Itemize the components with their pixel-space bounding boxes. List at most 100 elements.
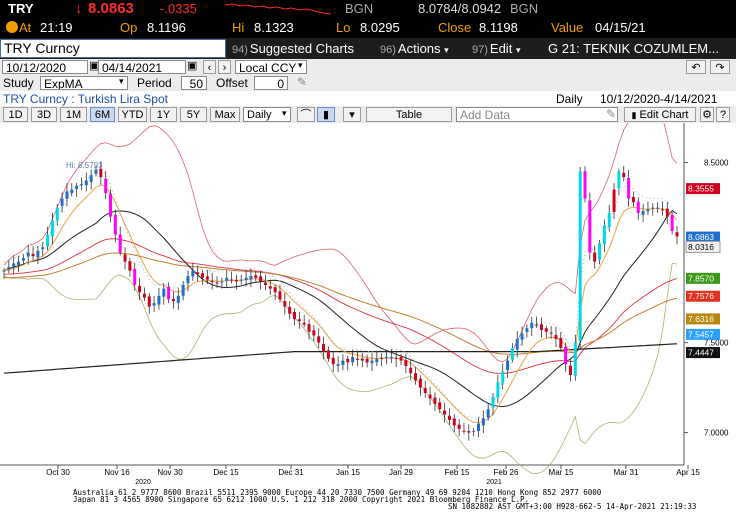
candle-body [75, 186, 79, 189]
candle-body [510, 348, 514, 360]
candle-body [544, 328, 548, 332]
candle-body [423, 388, 427, 393]
price-tag [686, 347, 720, 359]
actions-menu[interactable]: 96) Actions ▾ [380, 41, 449, 56]
settings-icon[interactable]: ⚙ [700, 107, 714, 122]
candle-body [12, 263, 16, 268]
next-period-button[interactable]: › [218, 60, 231, 74]
footer-phones: Australia 61 2 9777 8600 Brazil 5511 239… [73, 488, 602, 497]
candle-body [617, 171, 621, 189]
candle-body [99, 168, 103, 177]
period-button-max[interactable]: Max [210, 107, 240, 122]
help-icon[interactable]: ? [716, 107, 730, 122]
bollinger-lower [3, 262, 678, 475]
ema-8 [3, 184, 678, 424]
candle-body [138, 285, 142, 293]
candle-body [17, 261, 21, 266]
candle-body [375, 358, 379, 363]
candle-body [496, 382, 500, 398]
candle-body [520, 333, 524, 340]
candle-body [322, 344, 326, 352]
period-button-3d[interactable]: 3D [31, 107, 57, 122]
y-tick-label: 8.5000 [704, 159, 729, 168]
price-tag-label: 7.8570 [688, 273, 714, 283]
candle-body [162, 288, 166, 297]
currency-select[interactable]: Local CCY [235, 60, 307, 74]
undo-button[interactable]: ↶ [686, 60, 706, 74]
candle-body [123, 254, 127, 262]
candle-body [409, 367, 413, 374]
candle-body [89, 175, 93, 182]
candle-body [370, 360, 374, 364]
price-chart[interactable]: 8.5000 7.5000 7.0000 Oct 30 Nov 16 Nov 30 Dec … [0, 105, 736, 488]
candle-body [157, 295, 161, 305]
candle-body [249, 276, 253, 280]
calendar-icon[interactable]: ▣ [89, 60, 100, 72]
candle-chart-button[interactable]: ▮ [317, 107, 335, 122]
close-value: 8.1198 [479, 20, 518, 35]
candle-body [147, 296, 151, 307]
candle-body [646, 209, 650, 212]
chart-type-dropdown[interactable]: ▾ [343, 107, 361, 122]
offset-input[interactable]: 0 [254, 76, 288, 90]
bid-source-2: BGN [510, 1, 539, 16]
price-tag-label: 7.7576 [688, 291, 714, 301]
x-tick-label: Feb 15 [445, 468, 470, 477]
chart-toolbar: 1D 3D 1M 6M YTD 1Y 5Y Max Daily ▾ ⌒ ▮ ▾ Table A… [0, 106, 736, 123]
candle-body [564, 346, 568, 365]
candle-body [225, 277, 229, 281]
x-tick-label: Jan 29 [389, 468, 414, 477]
price-tag [685, 240, 721, 253]
close-label: Close [438, 20, 472, 35]
candle-body [60, 198, 64, 206]
high-annotation: Hi: 8.5793 [66, 161, 103, 170]
candle-body [481, 418, 485, 426]
chevron-down-icon: ▾ [119, 76, 124, 86]
price-tag-label: 8.0863 [688, 232, 714, 242]
line-chart-button[interactable]: ⌒ [297, 107, 315, 122]
pencil-icon[interactable]: ✎ [297, 75, 308, 89]
period-button-ytd[interactable]: YTD [118, 107, 147, 122]
add-data-input[interactable]: Add Data [456, 107, 618, 122]
period-button-1y[interactable]: 1Y [150, 107, 177, 122]
candle-body [181, 285, 185, 296]
prev-period-button[interactable]: ‹ [203, 60, 216, 74]
candle-body [46, 234, 50, 247]
candle-body [230, 279, 234, 281]
candle-body [302, 322, 306, 325]
security-field[interactable]: TRY Curncy [0, 39, 226, 58]
candle-body [656, 207, 660, 209]
start-date-input[interactable]: 10/12/2020 [2, 60, 88, 74]
price-tag [686, 231, 720, 243]
redo-button[interactable]: ↷ [710, 60, 730, 74]
edit-chart-button[interactable]: ▮ Edit Chart [624, 107, 696, 122]
x-tick-label: Feb 26 [494, 468, 519, 477]
study-select[interactable]: ExpMA [40, 76, 128, 90]
calendar-icon[interactable]: ▣ [187, 60, 198, 72]
candle-body [152, 303, 156, 306]
candle-body [588, 200, 592, 253]
candle-body [501, 371, 505, 384]
end-date-input[interactable]: 04/14/2021 [98, 60, 186, 74]
x-tick-label: Dec 31 [278, 468, 304, 477]
edit-menu[interactable]: 97) Edit ▾ [472, 41, 521, 56]
period-input[interactable]: 50 [181, 76, 207, 90]
candle-body [404, 360, 408, 366]
candle-body [665, 208, 669, 217]
candle-body [196, 272, 200, 275]
table-button[interactable]: Table [366, 107, 452, 122]
chart-name[interactable]: G 21: TEKNIK COZUMLEM... [548, 41, 719, 56]
pencil-icon[interactable]: ✎ [606, 107, 617, 121]
candle-body [399, 357, 403, 361]
low-label: Lo [336, 20, 351, 35]
frequency-select[interactable]: Daily [243, 107, 291, 122]
suggested-charts-menu[interactable]: 94) Suggested Charts [232, 41, 354, 56]
date-row: 10/12/2020 ▣ - 04/14/2021 ▣ ‹ › Local CC… [0, 59, 736, 75]
period-button-5y[interactable]: 5Y [180, 107, 207, 122]
period-button-6m[interactable]: 6M [90, 107, 115, 122]
period-button-1m[interactable]: 1M [60, 107, 87, 122]
period-button-1d[interactable]: 1D [3, 107, 28, 122]
study-label: Study [3, 76, 34, 90]
footer: Australia 61 2 9777 8600 Brazil 5511 239… [0, 488, 736, 530]
candle-body [530, 322, 534, 329]
